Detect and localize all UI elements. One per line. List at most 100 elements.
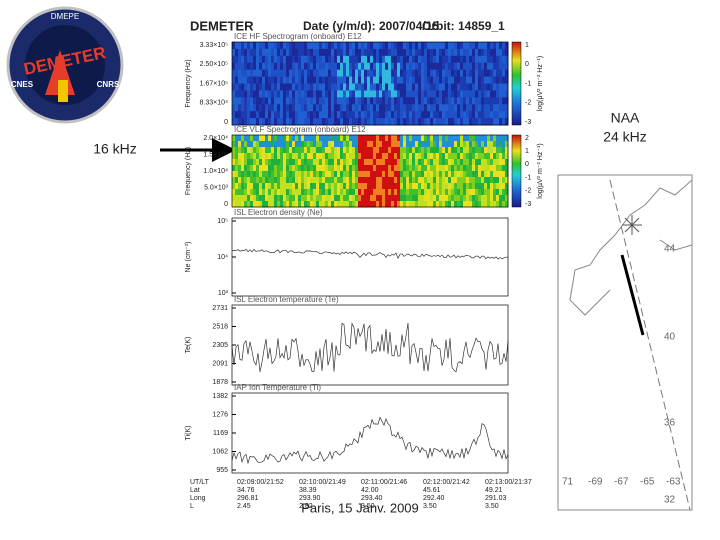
spectrogram-cell	[418, 201, 422, 208]
spectrogram-cell	[454, 90, 458, 98]
spectrogram-cell	[469, 189, 473, 196]
colorbar-tick-label: -1	[525, 80, 531, 87]
spectrogram-cell	[481, 135, 485, 142]
spectrogram-cell	[268, 55, 272, 64]
spectrogram-cell	[337, 111, 341, 119]
spectrogram-cell	[361, 83, 365, 91]
spectrogram-cell	[421, 104, 425, 112]
spectrogram-cell	[457, 153, 461, 160]
spectrogram-cell	[331, 177, 335, 184]
spectrogram-cell	[238, 195, 242, 202]
spectrogram-cell	[304, 62, 308, 71]
spectrogram-cell	[418, 195, 422, 202]
spectrogram-cell	[370, 42, 374, 50]
spectrogram-cell	[346, 153, 350, 160]
spectrogram-cell	[370, 69, 374, 78]
spectrogram-cell	[325, 183, 329, 190]
spectrogram-cell	[319, 183, 323, 190]
spectrogram-cell	[259, 147, 263, 154]
spectrogram-cell	[451, 183, 455, 190]
spectrogram-cell	[238, 165, 242, 172]
spectrogram-cell	[466, 183, 470, 190]
annotation-right-2: 24 kHz	[603, 129, 647, 145]
spectrogram-cell	[250, 69, 254, 78]
spectrogram-cell	[445, 69, 449, 78]
spectrogram-cell	[385, 153, 389, 160]
spectrogram-cell	[412, 201, 416, 208]
spectrogram-cell	[253, 90, 257, 98]
spectrogram-cell	[259, 171, 263, 178]
spectrogram-cell	[406, 147, 410, 154]
spectrogram-cell	[502, 183, 506, 190]
spectrogram-cell	[310, 97, 314, 105]
spectrogram-cell	[247, 69, 251, 78]
spectrogram-cell	[265, 62, 269, 71]
spectrogram-cell	[334, 104, 338, 112]
spectrogram-cell	[385, 48, 389, 57]
spectrogram-cell	[337, 159, 341, 166]
spectrogram-cell	[277, 159, 281, 166]
spectrogram-cell	[250, 118, 254, 126]
spectrogram-cell	[367, 141, 371, 148]
spectrogram-cell	[460, 159, 464, 166]
spectrogram-cell	[460, 195, 464, 202]
spectrogram-cell	[400, 83, 404, 91]
spectrogram-cell	[262, 76, 266, 84]
spectrogram-cell	[292, 42, 296, 50]
spectrogram-cell	[406, 153, 410, 160]
spectrogram-cell	[448, 118, 452, 126]
spectrogram-cell	[484, 201, 488, 208]
spectrogram-cell	[400, 147, 404, 154]
spectrogram-cell	[427, 62, 431, 71]
spectrogram-cell	[466, 177, 470, 184]
spectrogram-cell	[262, 55, 266, 64]
spectrogram-cell	[409, 147, 413, 154]
spectrogram-cell	[247, 135, 251, 142]
spectrogram-cell	[253, 69, 257, 78]
spectrogram-cell	[400, 104, 404, 112]
spectrogram-cell	[244, 69, 248, 78]
spectrogram-cell	[250, 141, 254, 148]
spectrogram-cell	[406, 55, 410, 64]
spectrogram-cell	[472, 83, 476, 91]
panel-title: ICE VLF Spectrogram (onboard) E12	[234, 125, 366, 134]
spectrogram-cell	[400, 42, 404, 50]
spectrogram-cell	[280, 42, 284, 50]
spectrogram-cell	[481, 195, 485, 202]
spectrogram-cell	[295, 189, 299, 196]
spectrogram-cell	[451, 165, 455, 172]
spectrogram-cell	[253, 42, 257, 50]
spectrogram-cell	[451, 76, 455, 84]
logo-left: CNES	[11, 80, 34, 89]
spectrogram-cell	[235, 189, 239, 196]
spectrogram-cell	[370, 195, 374, 202]
spectrogram-cell	[283, 55, 287, 64]
spectrogram-cell	[385, 104, 389, 112]
orbit-segment	[620, 254, 645, 336]
spectrogram-cell	[298, 97, 302, 105]
spectrogram-cell	[325, 171, 329, 178]
spectrogram-cell	[406, 76, 410, 84]
spectrogram-cell	[289, 135, 293, 142]
spectrogram-cell	[496, 76, 500, 84]
spectrogram-cell	[253, 165, 257, 172]
spectrogram-cell	[271, 90, 275, 98]
spectrogram-cell	[448, 48, 452, 57]
spectrogram-cell	[463, 90, 467, 98]
y-axis-label: Ti(K)	[185, 426, 192, 441]
spectrogram-cell	[412, 55, 416, 64]
spectrogram-cell	[475, 195, 479, 202]
spectrogram-cell	[406, 201, 410, 208]
spectrogram-cell	[376, 153, 380, 160]
spectrogram-cell	[415, 195, 419, 202]
spectrogram-cell	[334, 189, 338, 196]
spectrogram-cell	[436, 177, 440, 184]
spectrogram-cell	[445, 189, 449, 196]
spectrogram-cell	[385, 177, 389, 184]
spectrogram-cell	[448, 159, 452, 166]
spectrogram-cell	[286, 97, 290, 105]
spectrogram-cell	[286, 141, 290, 148]
spectrogram-cell	[367, 189, 371, 196]
spectrogram-cell	[349, 76, 353, 84]
spectrogram-cell	[403, 135, 407, 142]
